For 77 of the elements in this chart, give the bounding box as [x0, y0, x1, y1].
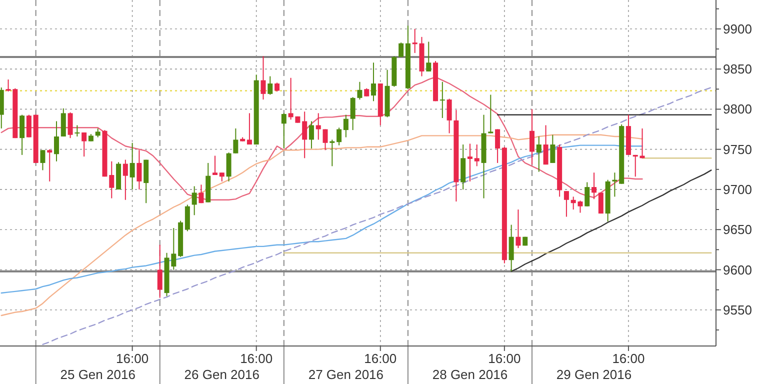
candlestick — [40, 150, 46, 171]
candlestick — [343, 114, 348, 138]
x-tick-label: 16:00 — [116, 351, 149, 366]
candlestick — [632, 154, 638, 178]
candlestick — [322, 128, 328, 151]
candlestick — [426, 41, 432, 72]
candlestick — [47, 148, 52, 182]
candlestick — [226, 152, 232, 182]
text: 28 Gen 2016 — [432, 367, 508, 382]
candlestick — [260, 56, 266, 100]
y-tick-label: 9800 — [723, 102, 752, 117]
y-tick-label: 9600 — [723, 262, 752, 278]
candlestick — [612, 172, 618, 198]
y-tick-label: 9650 — [723, 222, 752, 238]
y-tick-label: 9550 — [723, 302, 752, 318]
candlestick — [584, 182, 590, 207]
candlestick — [212, 155, 218, 176]
candlestick — [467, 143, 472, 182]
candlestick — [308, 120, 314, 150]
candlestick — [74, 124, 80, 137]
line-series — [42, 86, 712, 345]
candlestick — [474, 144, 480, 167]
line-series — [510, 170, 712, 272]
y-tick-label: 9750 — [723, 142, 752, 157]
text: 26 Gen 2016 — [184, 367, 260, 382]
candlestick — [281, 112, 286, 150]
text: 25 Gen 2016 — [60, 367, 136, 382]
candlestick — [543, 124, 548, 166]
candlestick — [136, 150, 142, 190]
candlestick — [357, 81, 362, 100]
candlestick — [68, 112, 73, 139]
candlestick — [330, 139, 335, 167]
candlestick — [184, 204, 190, 232]
y-tick-label: 9850 — [723, 62, 752, 77]
candlestick — [495, 128, 500, 164]
candlestick — [530, 108, 535, 166]
text: 29 Gen 2016 — [556, 367, 632, 382]
text: 27 Gen 2016 — [308, 367, 384, 382]
candlestick — [488, 94, 494, 134]
candlestick — [350, 96, 356, 131]
candlestick — [592, 172, 597, 200]
candlestick — [192, 186, 197, 216]
y-tick-label: 9700 — [723, 182, 752, 198]
candlestick — [198, 184, 204, 204]
x-tick-label: 16:00 — [612, 351, 645, 366]
candlestick — [516, 209, 521, 249]
candlestick — [268, 76, 273, 96]
candlestick — [109, 160, 114, 199]
x-tick-label: 16:00 — [240, 351, 273, 366]
x-tick-label: 16:00 — [488, 351, 521, 366]
candlestick — [130, 142, 135, 190]
line-series — [0, 144, 643, 294]
candlestick — [446, 98, 452, 134]
candlestick — [122, 159, 128, 200]
candlestick — [233, 128, 238, 154]
x-tick-label: 16:00 — [364, 351, 397, 366]
candlestick — [536, 136, 542, 172]
candlestick — [26, 114, 32, 138]
candlestick — [336, 127, 342, 146]
candlestick — [54, 120, 60, 162]
candlestick — [564, 190, 569, 218]
candlestick — [20, 114, 25, 156]
candlestick — [316, 112, 321, 140]
candlestick — [550, 134, 556, 164]
candlestick — [598, 192, 604, 214]
candlestick — [60, 108, 66, 137]
candlestick — [508, 224, 514, 272]
candlestick — [371, 62, 376, 102]
candlestick — [640, 128, 645, 159]
candlestick — [157, 244, 162, 298]
candlestick — [302, 111, 308, 159]
candlestick — [144, 159, 149, 204]
candlestick — [246, 112, 252, 145]
candlestick — [82, 132, 87, 158]
candlestick — [440, 81, 445, 119]
y-tick-label: 9900 — [723, 21, 752, 36]
candlestick — [398, 42, 404, 58]
